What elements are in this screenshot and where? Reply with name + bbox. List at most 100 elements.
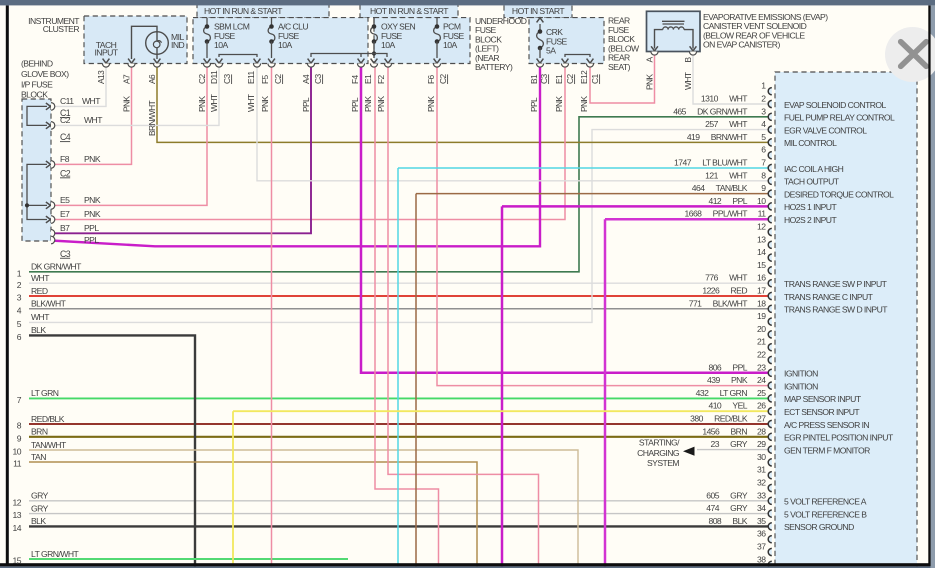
svg-text:BLK: BLK — [31, 325, 46, 335]
svg-text:432 LT GRN: 432 LT GRN — [696, 388, 748, 398]
svg-text:C4: C4 — [60, 132, 71, 142]
svg-text:INPUT: INPUT — [94, 48, 118, 58]
svg-text:10A: 10A — [214, 40, 228, 50]
svg-text:E12: E12 — [579, 70, 589, 84]
svg-text:E11: E11 — [246, 70, 256, 84]
svg-text:PNK: PNK — [122, 95, 132, 112]
svg-text:FUEL PUMP RELAY CONTROL: FUEL PUMP RELAY CONTROL — [784, 113, 895, 123]
svg-text:MIL CONTROL: MIL CONTROL — [784, 138, 837, 148]
svg-text:IAC COIL A HIGH: IAC COIL A HIGH — [784, 164, 844, 174]
svg-text:STARTING/: STARTING/ — [639, 437, 680, 447]
svg-text:A/C PRESS SENSOR IN: A/C PRESS SENSOR IN — [784, 420, 869, 430]
svg-text:TAN/WHT: TAN/WHT — [31, 440, 67, 450]
svg-text:WHT: WHT — [683, 72, 693, 90]
svg-text:WHT: WHT — [246, 94, 256, 112]
svg-text:D11: D11 — [209, 70, 219, 84]
svg-text:38: 38 — [757, 554, 766, 564]
svg-text:474 GRY: 474 GRY — [706, 503, 748, 513]
svg-text:A13: A13 — [96, 70, 106, 84]
svg-text:35: 35 — [757, 516, 766, 526]
svg-text:DESIRED TORQUE CONTROL: DESIRED TORQUE CONTROL — [784, 189, 894, 199]
svg-text:1310 WHT: 1310 WHT — [701, 94, 748, 104]
svg-text:17: 17 — [757, 286, 766, 296]
svg-text:PNK: PNK — [363, 95, 373, 112]
svg-text:TAN: TAN — [31, 452, 46, 462]
svg-text:LT GRN: LT GRN — [31, 388, 59, 398]
svg-text:I/P FUSE: I/P FUSE — [21, 79, 53, 89]
svg-text:PPL: PPL — [84, 235, 99, 245]
svg-text:F8: F8 — [60, 154, 70, 164]
svg-text:380 RED/BLK: 380 RED/BLK — [690, 414, 748, 424]
svg-text:257 WHT: 257 WHT — [705, 119, 748, 129]
svg-text:A6: A6 — [147, 74, 157, 84]
svg-text:WHT: WHT — [209, 94, 219, 112]
svg-text:PNK: PNK — [376, 95, 386, 112]
svg-text:605 GRY: 605 GRY — [706, 490, 748, 500]
svg-text:E7: E7 — [60, 209, 70, 219]
svg-text:GEN TERM F MONITOR: GEN TERM F MONITOR — [784, 445, 870, 455]
svg-text:BRN/WHT: BRN/WHT — [147, 100, 157, 136]
svg-text:B1: B1 — [529, 74, 539, 84]
svg-text:F4: F4 — [350, 74, 360, 84]
svg-text:E1: E1 — [554, 74, 564, 84]
svg-text:E1: E1 — [363, 74, 373, 84]
svg-text:410 YEL: 410 YEL — [708, 401, 747, 411]
svg-text:IND: IND — [171, 40, 184, 50]
svg-text:1668 PPL/WHT: 1668 PPL/WHT — [684, 209, 748, 219]
svg-text:464 TAN/BLK: 464 TAN/BLK — [692, 183, 748, 193]
svg-text:RED/BLK: RED/BLK — [31, 414, 65, 424]
svg-text:29: 29 — [757, 439, 766, 449]
svg-text:PPL: PPL — [350, 97, 360, 112]
svg-text:13: 13 — [757, 234, 766, 244]
svg-text:SEAT): SEAT) — [608, 62, 631, 72]
svg-text:18: 18 — [757, 298, 766, 308]
svg-text:F6: F6 — [426, 74, 436, 84]
svg-text:12: 12 — [757, 222, 766, 232]
svg-text:(BEHIND: (BEHIND — [21, 59, 53, 69]
svg-text:C3: C3 — [539, 74, 549, 84]
svg-text:771 BLK/WHT: 771 BLK/WHT — [689, 298, 749, 308]
svg-text:14: 14 — [757, 247, 766, 257]
svg-text:WHT: WHT — [84, 115, 103, 125]
svg-text:PNK: PNK — [645, 73, 655, 90]
svg-text:BLK: BLK — [31, 516, 46, 526]
svg-text:10: 10 — [757, 196, 766, 206]
svg-text:BLK/WHT: BLK/WHT — [31, 299, 67, 309]
svg-text:PNK: PNK — [260, 95, 270, 112]
svg-text:11: 11 — [758, 209, 767, 219]
svg-text:24: 24 — [757, 375, 766, 385]
svg-text:10: 10 — [13, 447, 22, 457]
svg-text:776 WHT: 776 WHT — [705, 273, 748, 283]
svg-text:13: 13 — [13, 510, 22, 520]
svg-text:EGR PINTEL POSITION INPUT: EGR PINTEL POSITION INPUT — [784, 433, 894, 443]
svg-text:PNK: PNK — [426, 95, 436, 112]
svg-text:14: 14 — [13, 523, 22, 533]
svg-text:31: 31 — [757, 465, 766, 475]
svg-text:439 PNK: 439 PNK — [707, 375, 748, 385]
svg-text:28: 28 — [757, 426, 766, 436]
svg-text:30: 30 — [757, 452, 766, 462]
svg-text:CHARGING: CHARGING — [637, 448, 680, 458]
svg-text:C3: C3 — [313, 74, 323, 84]
svg-text:GRY: GRY — [31, 503, 49, 513]
svg-text:A4: A4 — [301, 74, 311, 84]
svg-text:37: 37 — [757, 542, 766, 552]
svg-text:C1: C1 — [590, 74, 600, 84]
svg-text:16: 16 — [757, 273, 766, 283]
svg-text:PNK: PNK — [197, 95, 207, 112]
svg-text:C3: C3 — [222, 74, 232, 84]
svg-text:IGNITION: IGNITION — [784, 369, 818, 379]
svg-text:HOT IN RUN & START: HOT IN RUN & START — [204, 6, 283, 16]
svg-text:MAP SENSOR INPUT: MAP SENSOR INPUT — [784, 394, 862, 404]
svg-text:GRY: GRY — [31, 491, 49, 501]
svg-text:PPL: PPL — [529, 97, 539, 112]
svg-text:15: 15 — [757, 260, 766, 270]
svg-text:DK GRN/WHT: DK GRN/WHT — [31, 262, 82, 272]
svg-text:HOT IN RUN & START: HOT IN RUN & START — [370, 6, 449, 16]
svg-text:C2: C2 — [273, 74, 283, 84]
svg-text:SYSTEM: SYSTEM — [647, 458, 679, 468]
svg-text:C2: C2 — [60, 115, 71, 125]
svg-text:TRANS RANGE SW P INPUT: TRANS RANGE SW P INPUT — [784, 279, 888, 289]
svg-text:CLUSTER: CLUSTER — [43, 24, 80, 34]
svg-text:C2: C2 — [565, 74, 575, 84]
